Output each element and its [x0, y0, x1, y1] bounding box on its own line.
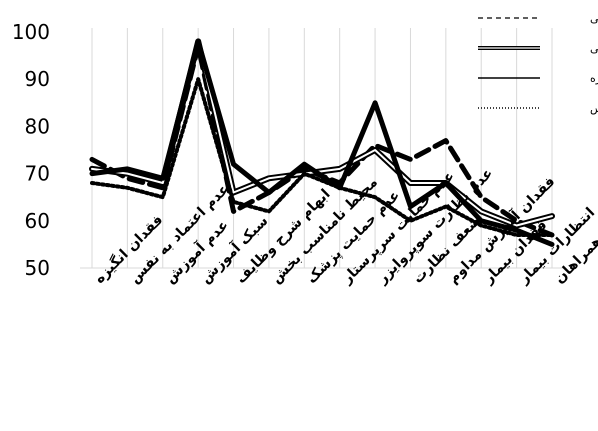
series-path — [89, 38, 555, 247]
series-4-line — [90, 77, 554, 237]
legend-label: داخلی — [590, 12, 598, 25]
legend-label: ویژه — [590, 72, 598, 85]
y-tick-label: 80 — [25, 114, 50, 138]
y-tick-labels: 50 60 70 80 90 100 — [12, 20, 50, 280]
y-tick-label: 90 — [25, 67, 50, 91]
y-tick-label: 70 — [25, 162, 50, 186]
series-path — [90, 77, 554, 237]
series-3-line — [89, 38, 555, 247]
series-lines — [89, 38, 555, 247]
legend: داخلی جراحی ویژه اورژانس — [478, 12, 598, 115]
legend-label: جراحی — [590, 42, 598, 55]
y-tick-label: 100 — [12, 20, 50, 44]
legend-label: اورژانس — [590, 102, 598, 115]
y-tick-label: 50 — [25, 256, 50, 280]
y-tick-label: 60 — [25, 209, 50, 233]
